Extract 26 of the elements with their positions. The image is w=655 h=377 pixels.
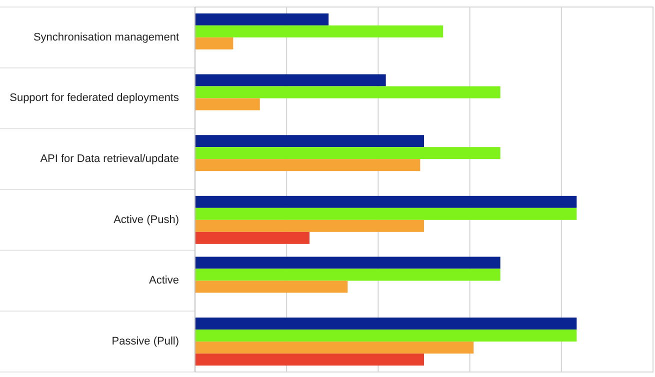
bar (195, 232, 310, 244)
y-tick-label: Passive (Pull) (112, 335, 179, 348)
bar (195, 318, 577, 330)
bar (195, 208, 577, 220)
bar (195, 342, 474, 354)
bar (195, 196, 577, 208)
bar (195, 330, 577, 342)
bar (195, 220, 424, 232)
y-tick-label: Synchronisation management (33, 31, 179, 44)
bar (195, 280, 348, 293)
bar (195, 147, 500, 160)
bar (195, 135, 424, 148)
bar (195, 13, 329, 26)
bar (195, 98, 260, 110)
y-tick-label: API for Data retrieval/update (40, 152, 179, 165)
bar (195, 268, 500, 281)
bar (195, 159, 420, 172)
y-tick-label: Active (149, 274, 179, 287)
y-tick-label: Active (Push) (114, 214, 179, 226)
y-tick-label: Support for federated deployments (10, 92, 180, 104)
bar (195, 86, 500, 98)
bar (195, 37, 234, 50)
bar (195, 256, 500, 269)
bar (195, 74, 386, 86)
bar (195, 354, 424, 366)
bar (195, 25, 444, 38)
